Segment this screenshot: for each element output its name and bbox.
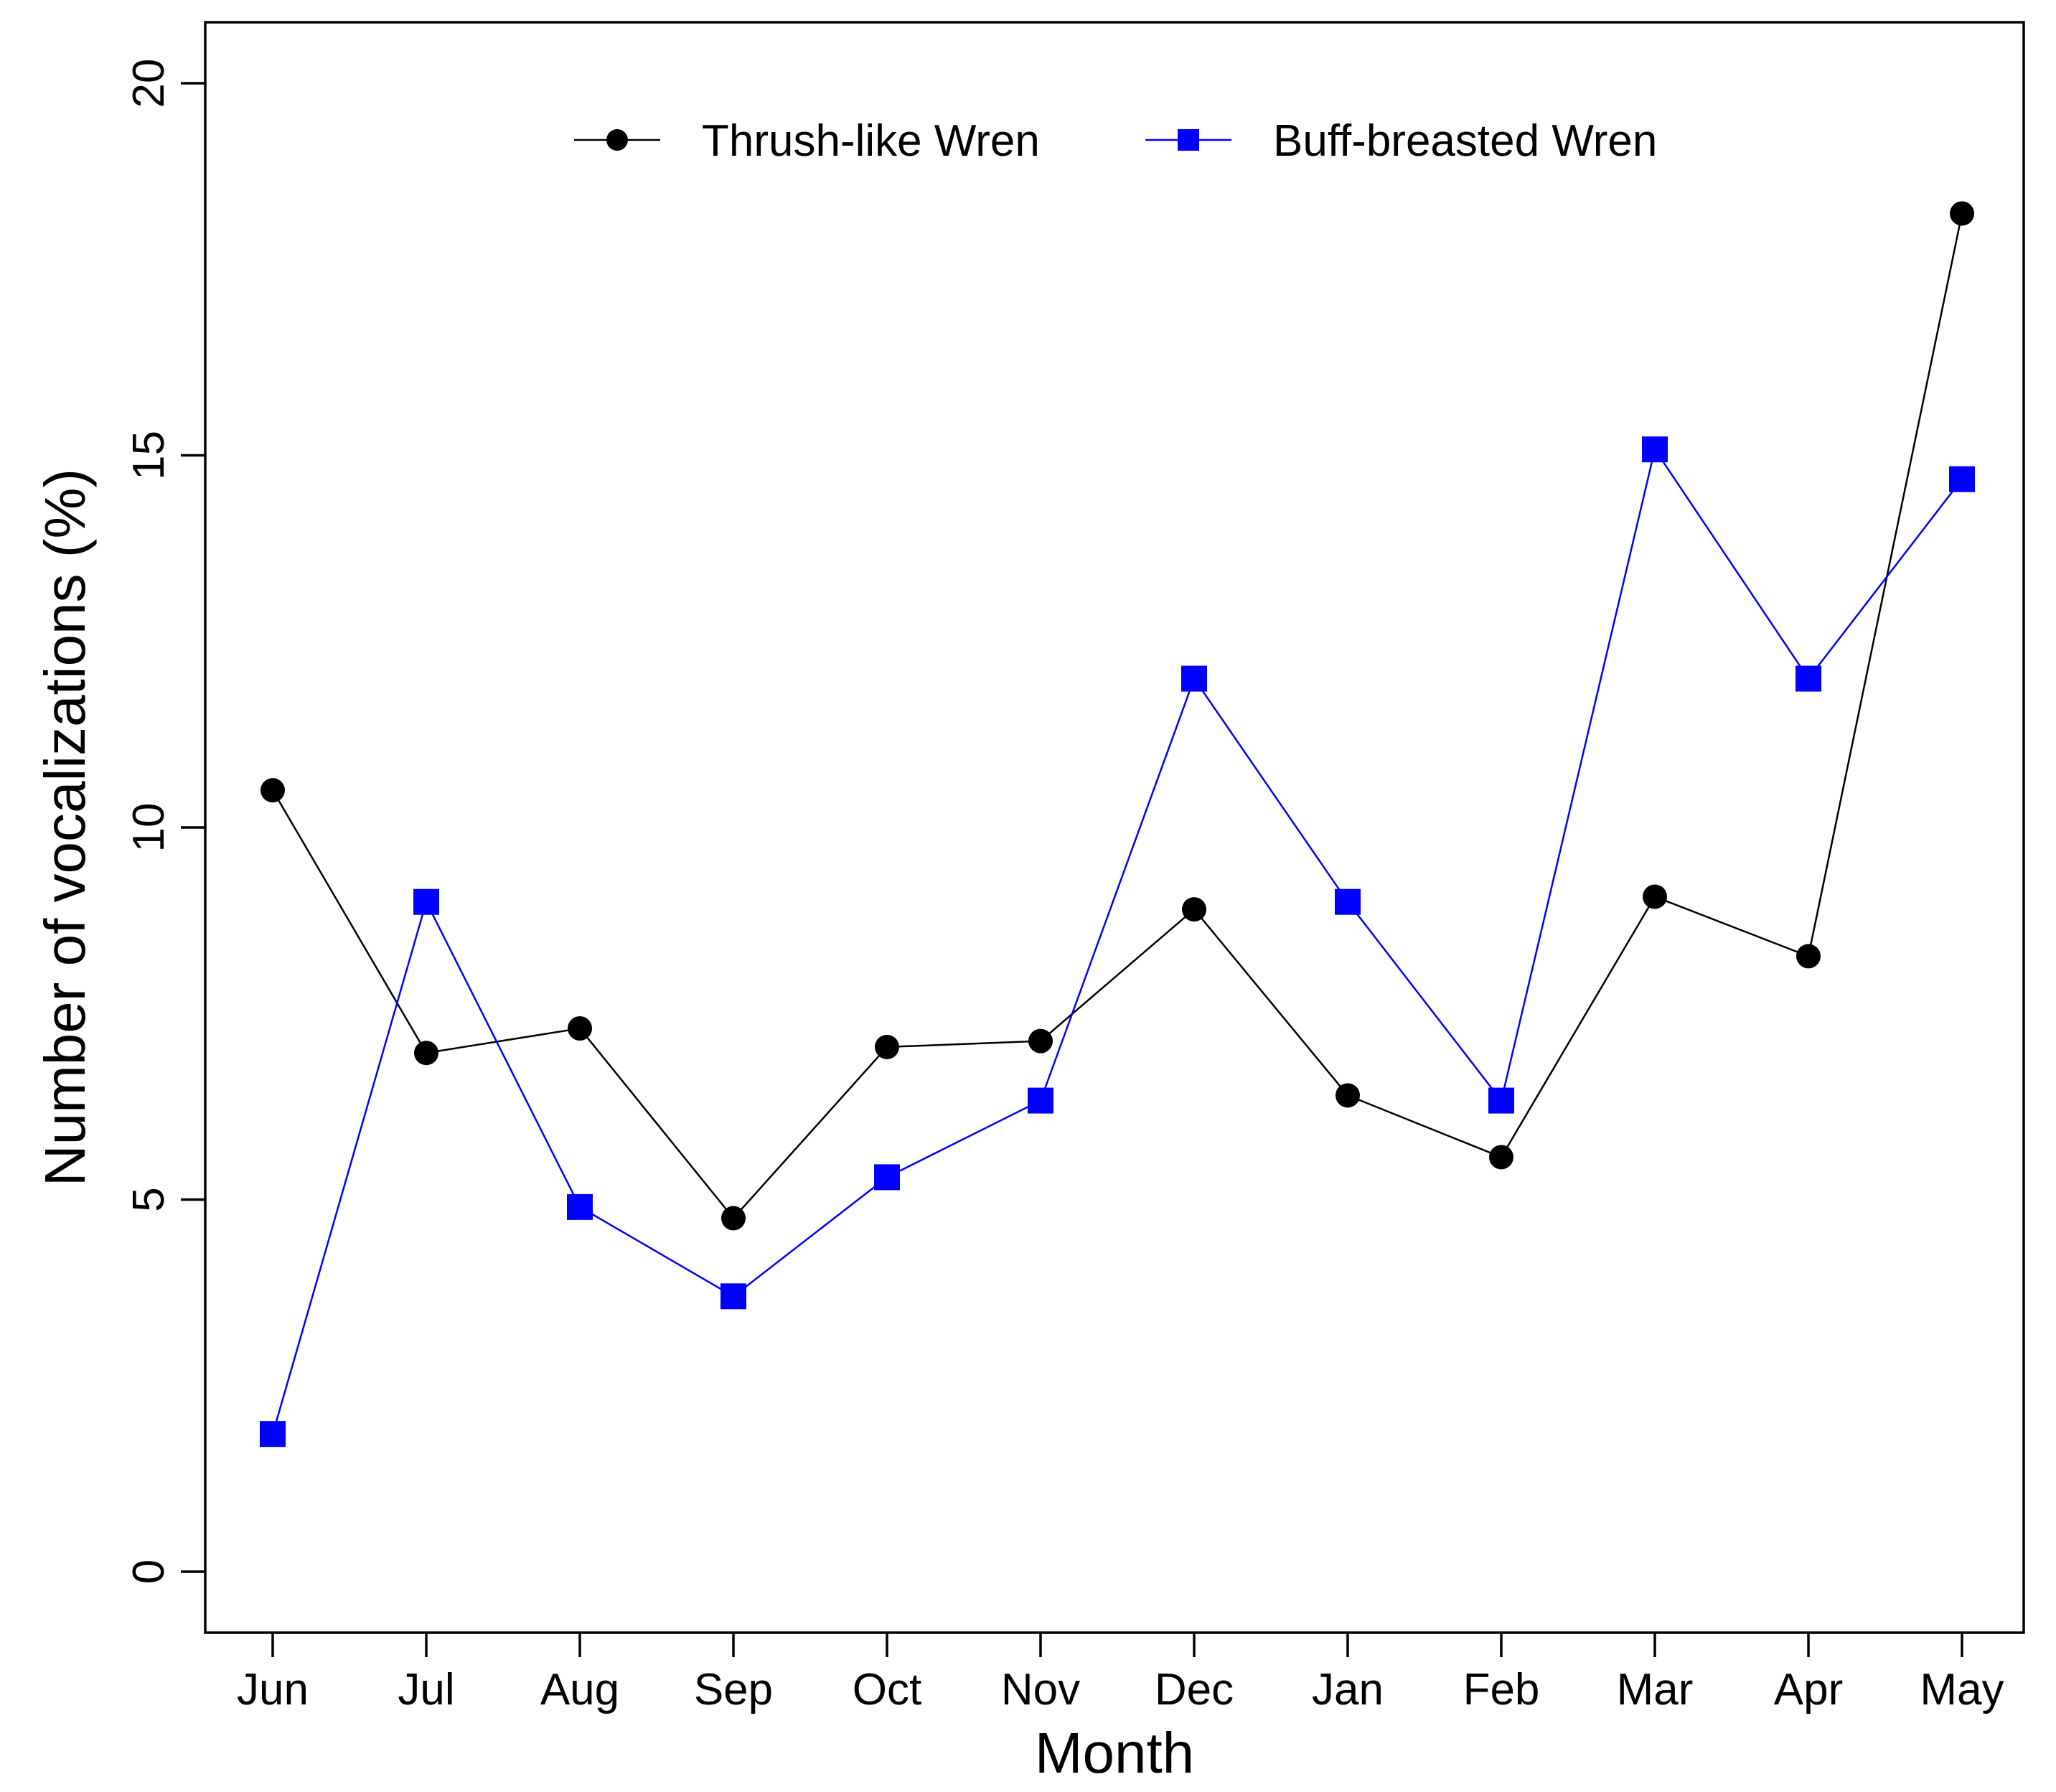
x-tick-label-mar: Mar: [1617, 1665, 1694, 1714]
legend-label-thrush-like-wren: Thrush-like Wren: [702, 116, 1040, 166]
x-tick-label-jul: Jul: [398, 1665, 454, 1714]
point-thrush-like-wren-feb: [1489, 1145, 1513, 1170]
y-axis-title: Number of vocalizations (%): [33, 469, 97, 1186]
series-line-buff-breasted-wren: [271, 447, 1963, 1435]
x-tick-label-nov: Nov: [1001, 1665, 1080, 1714]
series-layer: [260, 201, 1975, 1448]
series-line-thrush-like-wren: [271, 213, 1963, 1220]
y-tick-label-20: 20: [124, 59, 174, 108]
point-thrush-like-wren-aug: [568, 1015, 592, 1041]
point-thrush-like-wren-dec: [1182, 897, 1206, 922]
point-thrush-like-wren-nov: [1028, 1028, 1053, 1054]
x-axis: Jun Jul Aug Sep Oct Nov Dec Jan Feb Mar Apr May: [237, 1633, 2004, 1714]
point-buff-breasted-wren-jan: [1335, 888, 1361, 915]
point-buff-breasted-wren-jun: [260, 1421, 286, 1448]
x-tick-label-sep: Sep: [694, 1665, 773, 1714]
point-buff-breasted-wren-aug: [567, 1193, 593, 1220]
point-thrush-like-wren-mar: [1643, 884, 1667, 909]
point-buff-breasted-wren-apr: [1796, 665, 1821, 692]
x-tick-label-aug: Aug: [540, 1665, 619, 1714]
x-axis-title: Month: [1035, 1721, 1194, 1785]
x-tick-label-feb: Feb: [1463, 1665, 1540, 1714]
x-tick-label-dec: Dec: [1155, 1665, 1234, 1714]
point-thrush-like-wren-may: [1950, 201, 1974, 226]
point-buff-breasted-wren-sep: [720, 1283, 746, 1310]
x-tick-label-oct: Oct: [853, 1665, 921, 1714]
point-buff-breasted-wren-jul: [413, 888, 439, 915]
point-thrush-like-wren-sep: [721, 1206, 746, 1231]
legend: Thrush-like Wren Buff-breasted Wren: [574, 116, 1657, 166]
y-tick-label-10: 10: [124, 803, 174, 853]
legend-marker-buff-breasted-wren: [1178, 129, 1199, 151]
point-buff-breasted-wren-nov: [1028, 1087, 1053, 1114]
y-tick-label-15: 15: [124, 431, 174, 480]
point-thrush-like-wren-oct: [875, 1034, 899, 1059]
legend-marker-thrush-like-wren: [606, 129, 628, 151]
point-thrush-like-wren-jul: [414, 1041, 438, 1066]
point-buff-breasted-wren-dec: [1181, 665, 1207, 692]
point-thrush-like-wren-apr: [1796, 944, 1821, 969]
x-tick-label-apr: Apr: [1774, 1665, 1843, 1714]
x-tick-label-may: May: [1920, 1665, 2004, 1714]
legend-label-buff-breasted-wren: Buff-breasted Wren: [1273, 116, 1657, 166]
y-tick-label-5: 5: [124, 1187, 174, 1211]
y-tick-label-0: 0: [124, 1559, 174, 1584]
point-thrush-like-wren-jan: [1336, 1083, 1360, 1108]
point-buff-breasted-wren-oct: [874, 1164, 900, 1191]
point-buff-breasted-wren-may: [1949, 466, 1975, 492]
x-tick-label-jan: Jan: [1312, 1665, 1384, 1714]
point-buff-breasted-wren-feb: [1488, 1087, 1514, 1114]
point-thrush-like-wren-jun: [260, 778, 285, 803]
y-axis: 0 5 10 15 20: [124, 59, 205, 1584]
point-buff-breasted-wren-mar: [1642, 436, 1668, 463]
x-tick-label-jun: Jun: [237, 1665, 309, 1714]
